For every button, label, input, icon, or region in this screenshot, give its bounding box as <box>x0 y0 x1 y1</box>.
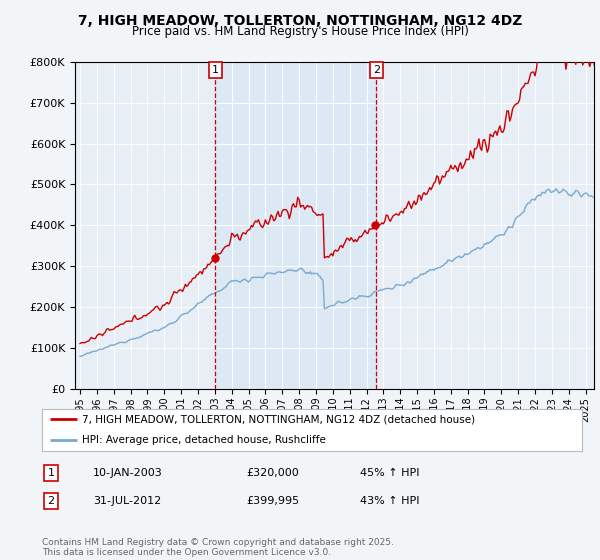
Text: 45% ↑ HPI: 45% ↑ HPI <box>360 468 419 478</box>
Bar <box>215 62 376 389</box>
Text: 1: 1 <box>47 468 55 478</box>
Text: 7, HIGH MEADOW, TOLLERTON, NOTTINGHAM, NG12 4DZ: 7, HIGH MEADOW, TOLLERTON, NOTTINGHAM, N… <box>78 14 522 28</box>
Text: 2: 2 <box>47 496 55 506</box>
Text: 7, HIGH MEADOW, TOLLERTON, NOTTINGHAM, NG12 4DZ (detached house): 7, HIGH MEADOW, TOLLERTON, NOTTINGHAM, N… <box>83 414 476 424</box>
Text: 43% ↑ HPI: 43% ↑ HPI <box>360 496 419 506</box>
Text: £320,000: £320,000 <box>246 468 299 478</box>
Text: Price paid vs. HM Land Registry's House Price Index (HPI): Price paid vs. HM Land Registry's House … <box>131 25 469 38</box>
Text: 31-JUL-2012: 31-JUL-2012 <box>93 496 161 506</box>
Text: Contains HM Land Registry data © Crown copyright and database right 2025.
This d: Contains HM Land Registry data © Crown c… <box>42 538 394 557</box>
Text: 10-JAN-2003: 10-JAN-2003 <box>93 468 163 478</box>
Text: 2: 2 <box>373 65 380 75</box>
Text: £399,995: £399,995 <box>246 496 299 506</box>
Text: HPI: Average price, detached house, Rushcliffe: HPI: Average price, detached house, Rush… <box>83 435 326 445</box>
Text: 1: 1 <box>212 65 219 75</box>
